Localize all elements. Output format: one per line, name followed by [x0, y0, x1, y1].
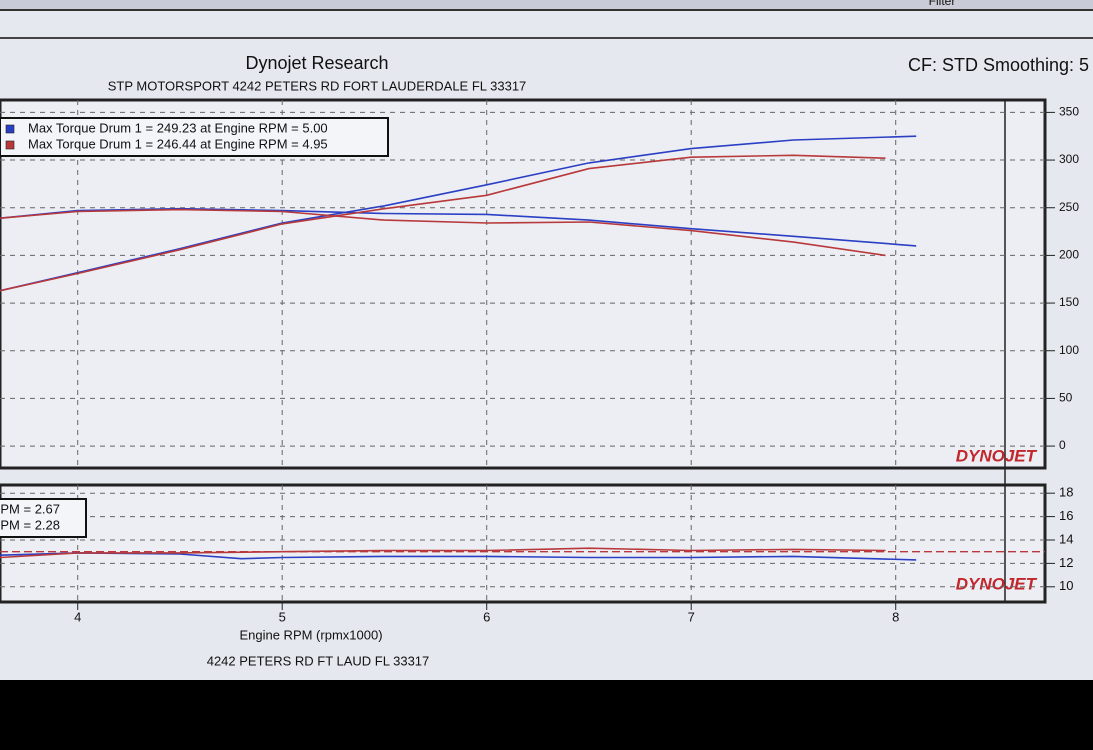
x-tick-label: 5 [279, 609, 286, 624]
x-tick-label: 7 [688, 609, 695, 624]
footer: 4242 PETERS RD FT LAUD FL 33317 [207, 653, 430, 668]
x-axis-label: Engine RPM (rpmx1000) [239, 627, 382, 642]
legend-box [0, 117, 389, 157]
subtitle: STP MOTORSPORT 4242 PETERS RD FORT LAUDE… [108, 78, 527, 93]
logo: DYNOJET [956, 574, 1038, 593]
y-tick-label: 0 [1059, 438, 1066, 452]
y-tick-label: 14 [1059, 531, 1073, 546]
legend-swatch [5, 124, 15, 134]
tab-strip [0, 0, 1093, 10]
y-tick-label: 18 [1059, 485, 1073, 500]
y-tick-label: 300 [1059, 152, 1079, 166]
plot-area [0, 98, 1047, 470]
legend-entry: RPM = 2.67 [0, 501, 60, 516]
y-tick-label: 50 [1059, 391, 1073, 405]
settings: CF: STD Smoothing: 5 [908, 55, 1089, 75]
x-tick-label: 4 [74, 609, 81, 624]
logo: DYNOJET [956, 446, 1038, 465]
y-tick-label: 10 [1059, 578, 1073, 593]
y-tick-label: 350 [1059, 105, 1079, 119]
y-tick-label: 250 [1059, 200, 1079, 214]
y-tick-label: 16 [1059, 508, 1073, 523]
y-tick-label: 150 [1059, 295, 1079, 309]
tab[interactable]: Filter [929, 0, 956, 8]
legend-entry: Max Torque Drum 1 = 246.44 at Engine RPM… [28, 136, 328, 151]
series-line [0, 547, 886, 559]
y-tick-label: 200 [1059, 248, 1079, 262]
x-tick-label: 8 [892, 609, 899, 624]
legend-box [0, 498, 87, 538]
y-tick-label: 100 [1059, 343, 1079, 357]
legend-entry: RPM = 2.28 [0, 517, 60, 532]
y-tick-label: 12 [1059, 555, 1073, 570]
series-line [0, 135, 917, 292]
series-line [0, 154, 886, 292]
series-line [0, 207, 917, 247]
title: Dynojet Research [245, 53, 388, 73]
legend-entry: Max Torque Drum 1 = 249.23 at Engine RPM… [28, 120, 328, 135]
legend-swatch [5, 140, 15, 150]
plot-area [0, 483, 1047, 604]
x-tick-label: 6 [483, 609, 490, 624]
series-line [0, 208, 886, 257]
